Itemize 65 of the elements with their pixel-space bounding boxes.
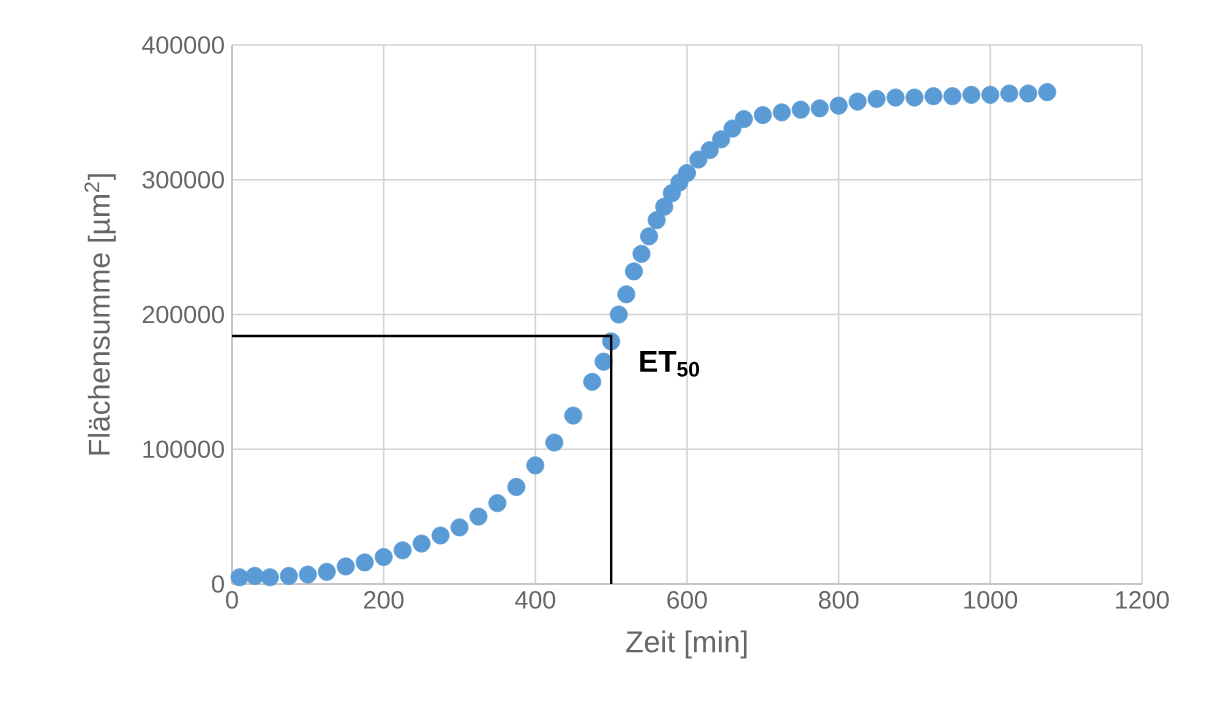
point xyxy=(943,87,962,106)
x-tick-label: 1000 xyxy=(964,591,1018,609)
point xyxy=(700,141,719,160)
point xyxy=(1000,84,1019,103)
y-tick-label: 0 xyxy=(212,575,224,593)
point xyxy=(1019,84,1038,103)
point xyxy=(609,305,628,324)
x-tick-label: 0 xyxy=(226,591,238,609)
point xyxy=(469,507,488,526)
point xyxy=(279,566,298,585)
point xyxy=(412,534,431,553)
point xyxy=(772,103,791,122)
point xyxy=(632,244,651,263)
point xyxy=(336,557,355,576)
point xyxy=(355,553,374,572)
y-tick-label: 400000 xyxy=(142,36,224,54)
point xyxy=(624,262,643,281)
point xyxy=(981,85,1000,104)
point xyxy=(298,565,317,584)
point xyxy=(431,526,450,545)
point xyxy=(867,89,886,108)
point xyxy=(393,541,412,560)
point xyxy=(924,87,943,106)
point xyxy=(245,566,264,585)
point xyxy=(545,433,564,452)
point xyxy=(810,99,829,118)
annotation: ET$_{50}$ xyxy=(640,351,700,377)
point xyxy=(689,150,708,169)
point xyxy=(507,477,526,496)
point xyxy=(678,164,696,183)
point xyxy=(886,88,905,107)
point xyxy=(594,352,613,371)
point xyxy=(564,406,583,425)
x-tick-label: 800 xyxy=(818,591,859,609)
y-tick-label: 200000 xyxy=(142,305,224,324)
x-tick-label: 200 xyxy=(364,591,404,609)
x-axis-title: Zeit [min] xyxy=(626,630,747,659)
y-tick-label: 100000 xyxy=(143,440,224,459)
point xyxy=(374,548,393,567)
point xyxy=(230,568,249,587)
point xyxy=(734,110,753,129)
point xyxy=(260,568,279,587)
point xyxy=(647,211,666,230)
point xyxy=(848,92,867,111)
point xyxy=(791,100,810,119)
point xyxy=(753,106,772,125)
point xyxy=(829,96,848,115)
point xyxy=(526,456,545,475)
point xyxy=(317,562,336,581)
point xyxy=(583,372,602,391)
point xyxy=(617,285,636,304)
y-axis-title: Flächensumme [µm$^{2}$] xyxy=(84,174,116,455)
point xyxy=(905,88,924,107)
point xyxy=(450,518,469,537)
point xyxy=(723,119,742,138)
point xyxy=(488,494,507,513)
x-tick-label: 400 xyxy=(515,591,556,609)
point xyxy=(640,227,659,246)
y-tick-label: 300000 xyxy=(142,170,224,189)
point xyxy=(655,197,674,216)
x-tick-label: 1200 xyxy=(1116,591,1169,609)
point xyxy=(962,85,981,104)
x-tick-label: 600 xyxy=(667,591,707,609)
point xyxy=(1038,83,1057,102)
point xyxy=(712,130,731,149)
